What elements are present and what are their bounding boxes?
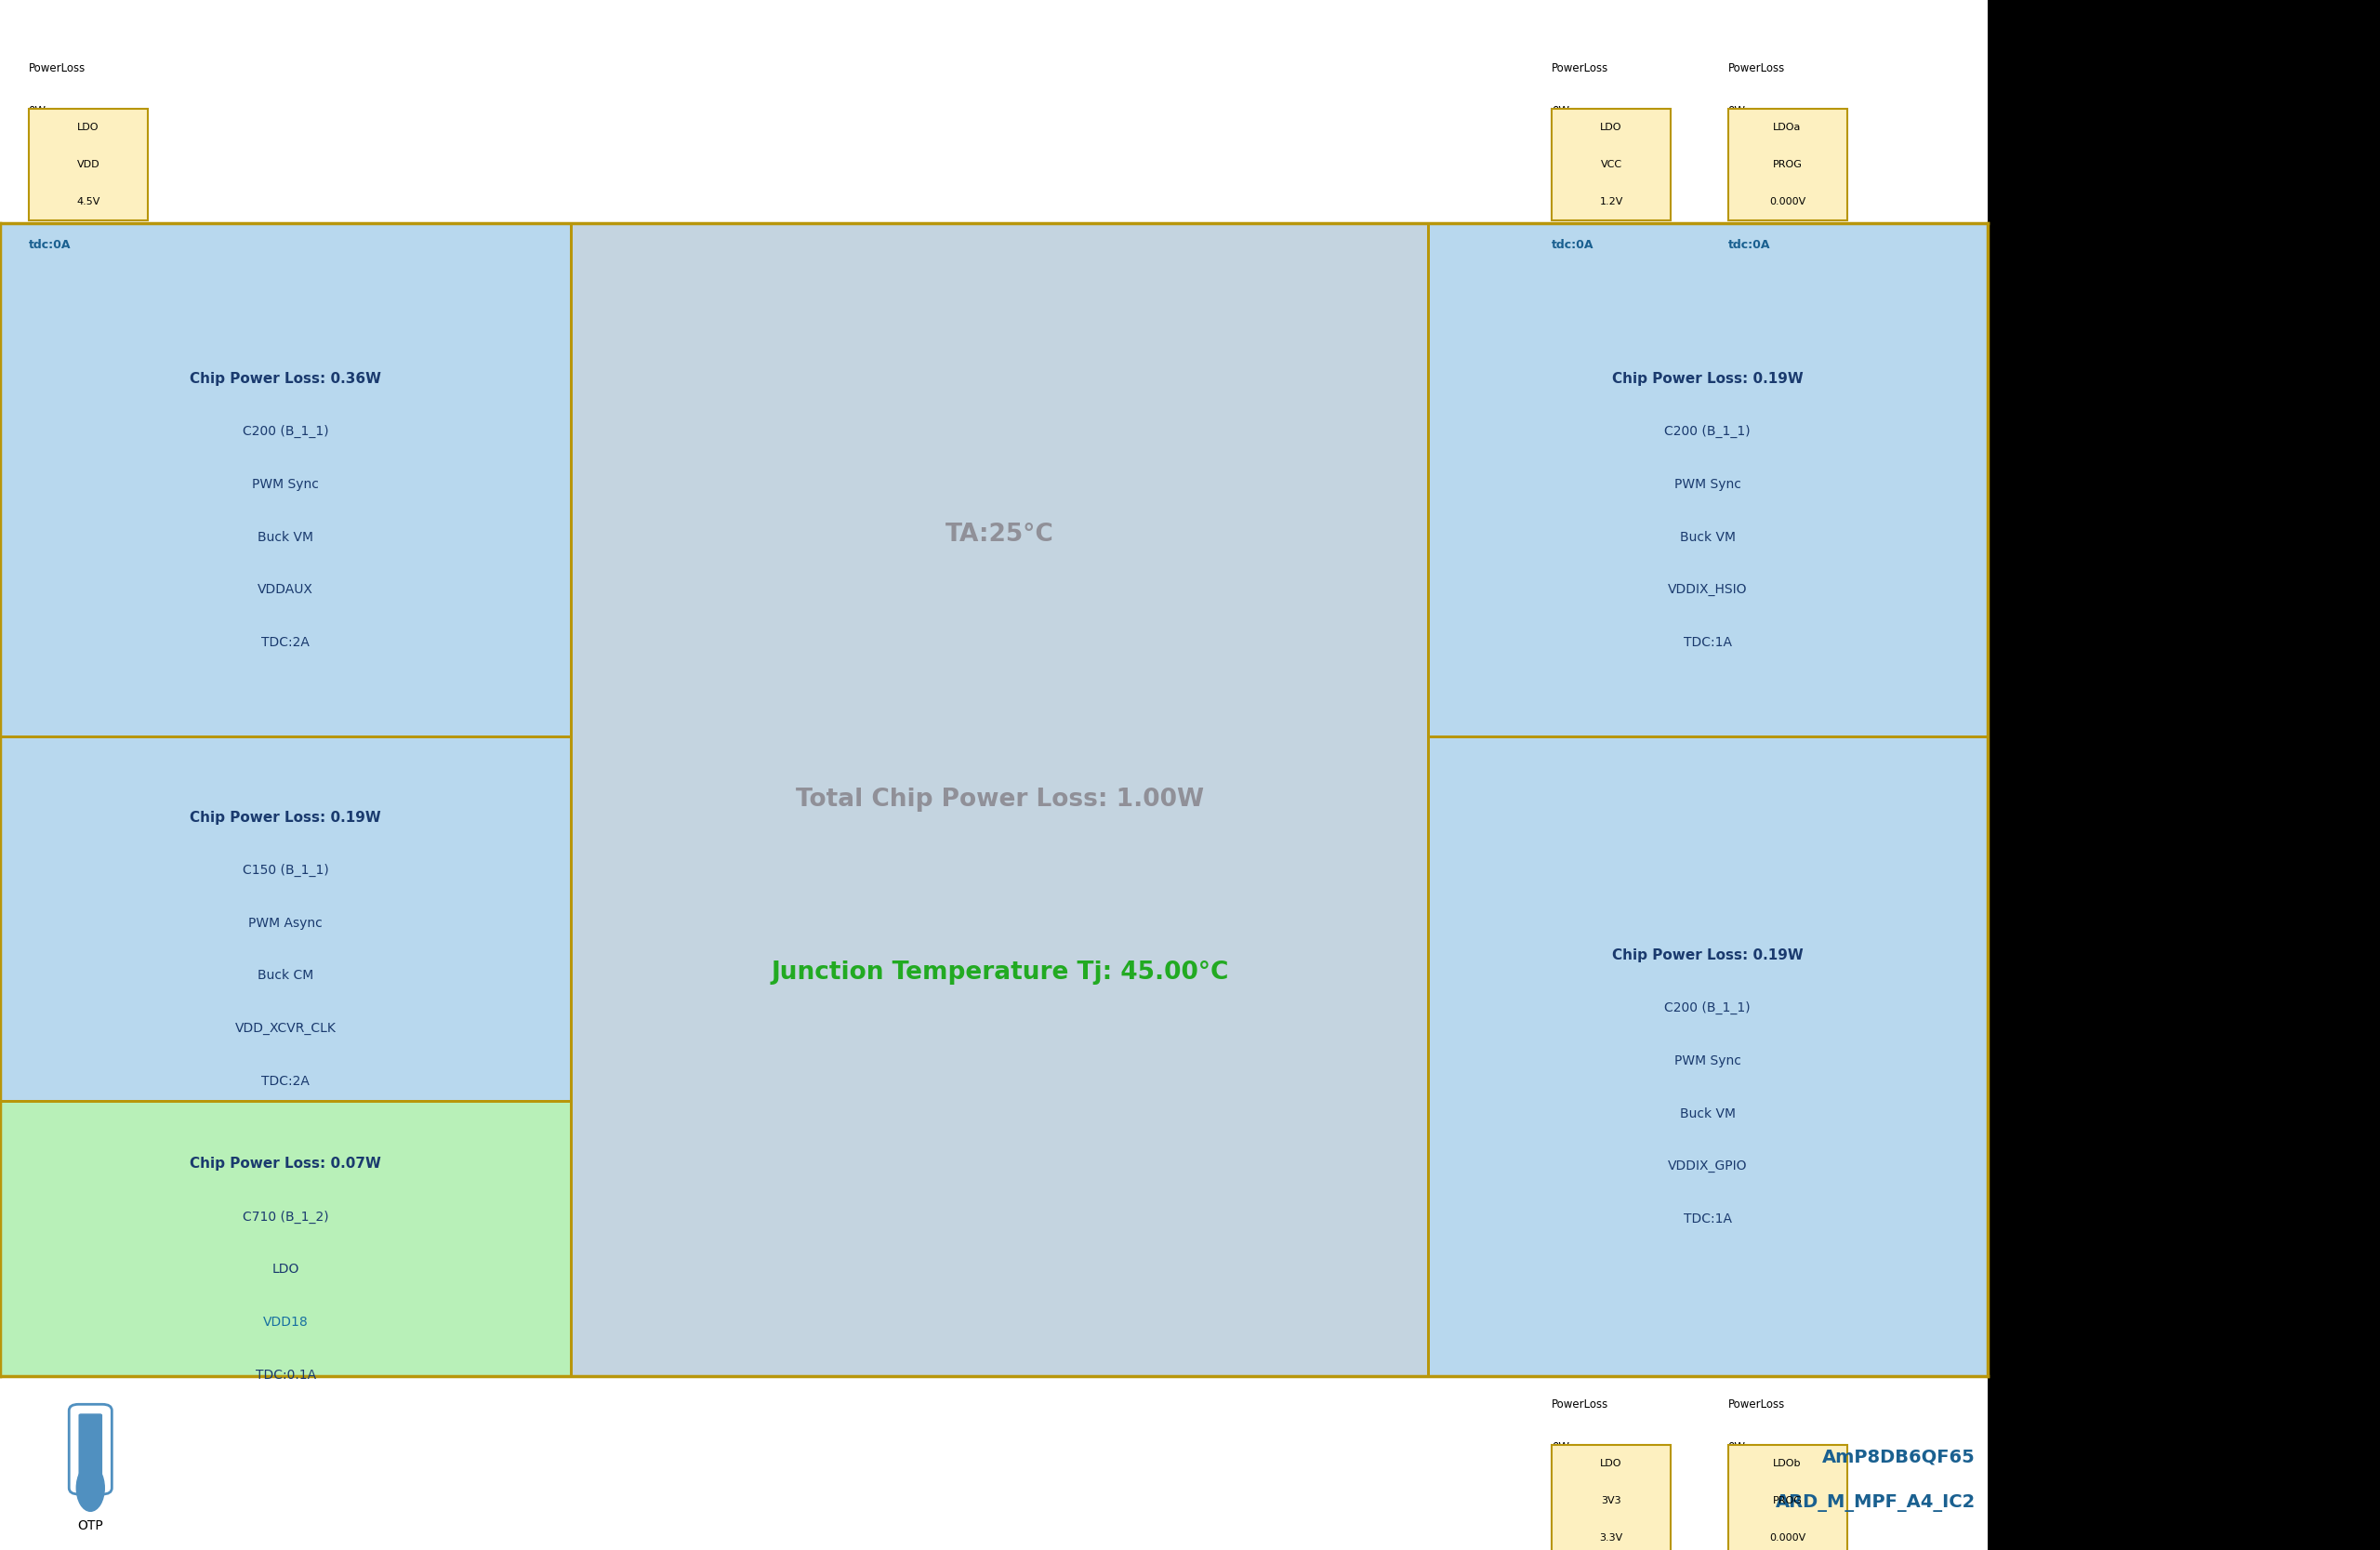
FancyBboxPatch shape	[69, 1404, 112, 1494]
Text: Buck VM: Buck VM	[257, 530, 314, 544]
Text: Buck CM: Buck CM	[257, 969, 314, 983]
Bar	[1428, 223, 1987, 736]
Text: Chip Power Loss: 0.07W: Chip Power Loss: 0.07W	[190, 1158, 381, 1170]
Text: VDD18: VDD18	[262, 1316, 309, 1328]
Bar	[0, 0, 1987, 1550]
Bar	[1552, 1445, 1671, 1550]
Text: Chip Power Loss: 0.19W: Chip Power Loss: 0.19W	[1611, 949, 1804, 963]
Text: LDO: LDO	[271, 1263, 300, 1276]
Text: Chip Power Loss: 0.36W: Chip Power Loss: 0.36W	[190, 372, 381, 386]
Text: tdc:0A: tdc:0A	[29, 239, 71, 251]
Text: PowerLoss: PowerLoss	[1728, 1398, 1785, 1410]
Text: 1.2V: 1.2V	[1599, 197, 1623, 206]
Bar	[571, 223, 1428, 1376]
Text: Buck VM: Buck VM	[1680, 1107, 1735, 1121]
Text: PowerLoss: PowerLoss	[1552, 1398, 1609, 1410]
Text: 0W: 0W	[1552, 1442, 1568, 1454]
Text: C710 (B_1_2): C710 (B_1_2)	[243, 1211, 328, 1223]
Text: TDC:2A: TDC:2A	[262, 1074, 309, 1088]
Text: VDD: VDD	[76, 160, 100, 169]
Text: VCC: VCC	[1599, 160, 1623, 169]
Text: 3.3V: 3.3V	[1599, 1533, 1623, 1542]
Text: PROG: PROG	[1773, 1496, 1802, 1505]
Text: Chip Power Loss: 0.19W: Chip Power Loss: 0.19W	[190, 811, 381, 825]
Text: 0.000V: 0.000V	[1768, 197, 1806, 206]
Bar	[1552, 109, 1671, 220]
Text: LDOa: LDOa	[1773, 122, 1802, 132]
Text: LDO: LDO	[1599, 122, 1623, 132]
Text: 3V3: 3V3	[1602, 1496, 1621, 1505]
FancyBboxPatch shape	[79, 1414, 102, 1482]
Text: VDDIX_GPIO: VDDIX_GPIO	[1668, 1159, 1747, 1173]
Bar	[29, 109, 148, 220]
Text: OTP: OTP	[79, 1519, 102, 1531]
Text: TDC:1A: TDC:1A	[1683, 635, 1733, 649]
Text: PowerLoss: PowerLoss	[1728, 62, 1785, 74]
Text: C200 (B_1_1): C200 (B_1_1)	[1664, 425, 1752, 439]
Text: Buck VM: Buck VM	[1680, 530, 1735, 544]
Text: TDC:1A: TDC:1A	[1683, 1212, 1733, 1226]
Text: VDD_XCVR_CLK: VDD_XCVR_CLK	[236, 1021, 336, 1035]
Bar	[1987, 0, 2380, 1550]
Text: 0W: 0W	[1552, 105, 1568, 118]
Text: PWM Sync: PWM Sync	[252, 477, 319, 491]
Text: PROG: PROG	[1773, 160, 1802, 169]
Text: 0W: 0W	[29, 105, 45, 118]
Text: AmP8DB6QF65: AmP8DB6QF65	[1823, 1448, 1975, 1466]
Bar	[1428, 736, 1987, 1376]
Text: PWM Async: PWM Async	[248, 916, 324, 930]
Text: 4.5V: 4.5V	[76, 197, 100, 206]
Bar	[0, 736, 571, 1100]
Text: 0W: 0W	[1728, 1442, 1745, 1454]
Text: PWM Sync: PWM Sync	[1673, 1054, 1742, 1068]
Text: 0.000V: 0.000V	[1768, 1533, 1806, 1542]
Bar	[1728, 109, 1847, 220]
Text: ARD_M_MPF_A4_IC2: ARD_M_MPF_A4_IC2	[1775, 1494, 1975, 1513]
Text: tdc:0A: tdc:0A	[1552, 239, 1595, 251]
Text: TDC:2A: TDC:2A	[262, 635, 309, 649]
Text: VDDAUX: VDDAUX	[257, 583, 314, 597]
Text: Total Chip Power Loss: 1.00W: Total Chip Power Loss: 1.00W	[795, 787, 1204, 812]
Text: Chip Power Loss: 0.19W: Chip Power Loss: 0.19W	[1611, 372, 1804, 386]
Bar	[0, 1100, 571, 1376]
Bar	[1728, 1445, 1847, 1550]
Text: C200 (B_1_1): C200 (B_1_1)	[1664, 1001, 1752, 1015]
Text: PWM Sync: PWM Sync	[1673, 477, 1742, 491]
Text: TA:25°C: TA:25°C	[945, 522, 1054, 547]
Text: TDC:0.1A: TDC:0.1A	[255, 1369, 317, 1381]
Text: VDDIX_HSIO: VDDIX_HSIO	[1668, 583, 1747, 597]
Text: LDO: LDO	[1599, 1459, 1623, 1468]
Text: C200 (B_1_1): C200 (B_1_1)	[243, 425, 328, 439]
Text: PowerLoss: PowerLoss	[29, 62, 86, 74]
Bar	[0, 223, 571, 736]
Text: LDO: LDO	[76, 122, 100, 132]
Text: LDOb: LDOb	[1773, 1459, 1802, 1468]
Text: C150 (B_1_1): C150 (B_1_1)	[243, 863, 328, 877]
Text: tdc:0A: tdc:0A	[1728, 239, 1771, 251]
Text: 0W: 0W	[1728, 105, 1745, 118]
Text: PowerLoss: PowerLoss	[1552, 62, 1609, 74]
Ellipse shape	[76, 1465, 105, 1511]
Text: Junction Temperature Tj: 45.00°C: Junction Temperature Tj: 45.00°C	[771, 961, 1228, 984]
